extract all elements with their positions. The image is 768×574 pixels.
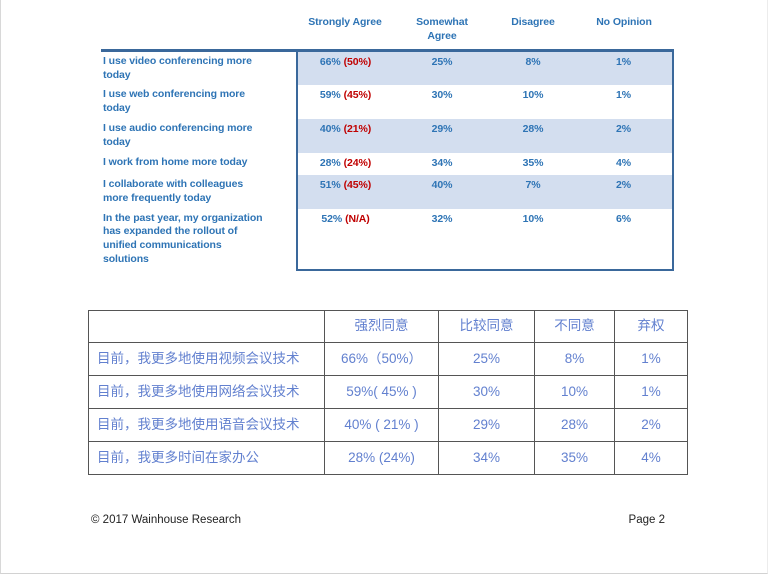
value-cell-no-opinion: 2% xyxy=(614,408,688,442)
question-cell: I collaborate with colleagues more frequ… xyxy=(101,174,297,209)
value-cell-strongly-agree: 59%( 45% ) xyxy=(324,375,439,409)
value-cell-disagree: 7% xyxy=(491,174,575,209)
value-prior: (50%) xyxy=(343,55,372,68)
value-current: 59% xyxy=(319,89,341,102)
value-cell-disagree: 10% xyxy=(534,375,615,409)
value-cell-no-opinion: 4% xyxy=(614,441,688,475)
question-cell: 目前，我更多地使用视频会议技术 xyxy=(88,342,325,376)
value-cell-disagree: 8% xyxy=(491,50,575,86)
question-cell: I work from home more today xyxy=(101,152,297,175)
survey-table-chinese: 强烈同意 比较同意 不同意 弃权 目前，我更多地使用视频会议技术 66%（50%… xyxy=(88,310,688,475)
value-cell-no-opinion: 1% xyxy=(575,50,674,86)
table-row: In the past year, my organization has ex… xyxy=(101,208,674,272)
value-cell-somewhat-agree: 30% xyxy=(438,375,535,409)
table-row: 目前，我更多地使用视频会议技术 66%（50%） 25% 8% 1% xyxy=(88,342,688,376)
value-cell-strongly-agree: 40% ( 21% ) xyxy=(324,408,439,442)
value-current: 51% xyxy=(319,178,341,191)
value-cell-disagree: 35% xyxy=(522,156,544,169)
value-cell-disagree: 8% xyxy=(534,342,615,376)
en-header-somewhat-agree: Somewhat Agree xyxy=(393,14,491,52)
value-cell-somewhat-agree: 25% xyxy=(438,342,535,376)
value-cell-strongly-agree: 59% (45%) xyxy=(296,85,393,120)
column-label: Strongly Agree xyxy=(308,16,382,28)
value-prior: (45%) xyxy=(343,89,372,102)
value-prior: (45%) xyxy=(343,178,372,191)
value-prior: (21%) xyxy=(343,123,372,136)
zh-header-strongly-agree: 强烈同意 xyxy=(324,310,439,343)
value-cell-disagree: 10% xyxy=(522,89,544,102)
zh-header-somewhat-agree: 比较同意 xyxy=(438,310,535,343)
en-header-strongly-agree: Strongly Agree xyxy=(297,14,393,52)
value-cell-disagree: 35% xyxy=(534,441,615,475)
value-cell-strongly-agree: 66%（50%） xyxy=(324,342,439,376)
en-header-no-opinion: No Opinion xyxy=(575,14,673,52)
value-cell-no-opinion: 6% xyxy=(575,208,674,272)
value-cell-somewhat-agree: 29% xyxy=(438,408,535,442)
value-current: 40% xyxy=(319,123,341,136)
value-cell-somewhat-agree: 34% xyxy=(438,441,535,475)
table-row: I use audio conferencing more today 40%(… xyxy=(101,119,674,153)
value-current: 28% xyxy=(319,156,341,169)
table-row: 目前，我更多地使用网络会议技术 59%( 45% ) 30% 10% 1% xyxy=(88,375,688,409)
table-row: I use video conferencing more today 66%(… xyxy=(101,50,674,86)
value-cell-no-opinion: 1% xyxy=(614,342,688,376)
value-cell-somewhat-agree: 29% xyxy=(393,119,491,153)
en-header-disagree: Disagree xyxy=(491,14,575,52)
value-cell-strongly-agree: 51% (45%) xyxy=(296,174,393,209)
value-cell-disagree: 28% xyxy=(534,408,615,442)
table-row: 目前，我更多时间在家办公 28% (24%) 34% 35% 4% xyxy=(88,441,688,475)
value-cell-strongly-agree: 52% (N/A) xyxy=(296,208,393,272)
page-number: Page 2 xyxy=(628,514,665,526)
question-cell: 目前，我更多地使用语音会议技术 xyxy=(88,408,325,442)
value-cell-somewhat-agree: 25% xyxy=(393,50,491,86)
column-label: No Opinion xyxy=(596,16,652,28)
value-cell-somewhat-agree: 30% xyxy=(431,89,453,102)
en-header-empty xyxy=(101,14,297,52)
question-cell: 目前，我更多地使用网络会议技术 xyxy=(88,375,325,409)
en-header-row: Strongly Agree Somewhat Agree Disagree N… xyxy=(101,14,673,52)
zh-header-row: 强烈同意 比较同意 不同意 弃权 xyxy=(88,310,688,343)
value-current: 52% xyxy=(321,212,343,225)
survey-table-english: Strongly Agree Somewhat Agree Disagree N… xyxy=(101,14,674,272)
value-cell-strongly-agree: 40% (21%) xyxy=(296,119,393,153)
value-cell-strongly-agree: 66% (50%) xyxy=(296,50,393,86)
table-row: 目前，我更多地使用语音会议技术 40% ( 21% ) 29% 28% 2% xyxy=(88,408,688,442)
value-cell-strongly-agree: 28% (24%) xyxy=(324,441,439,475)
value-cell-no-opinion: 4% xyxy=(575,152,674,175)
value-cell-no-opinion: 2% xyxy=(575,174,674,209)
value-current: 66% xyxy=(319,55,341,68)
value-cell-disagree: 10% xyxy=(491,208,575,272)
value-cell-no-opinion: 1% xyxy=(614,375,688,409)
value-prior: (N/A) xyxy=(345,212,370,225)
question-cell: I use web conferencing more today xyxy=(101,85,297,120)
column-label: Disagree xyxy=(511,16,555,28)
table-row: I use web conferencing more today 59% (45… xyxy=(101,85,674,120)
question-cell: In the past year, my organization has ex… xyxy=(101,208,297,271)
value-cell-somewhat-agree: 32% xyxy=(393,208,491,272)
zh-header-no-opinion: 弃权 xyxy=(614,310,688,343)
table-row: I collaborate with colleagues more frequ… xyxy=(101,174,674,209)
column-label: Somewhat Agree xyxy=(416,16,468,42)
zh-header-disagree: 不同意 xyxy=(534,310,615,343)
question-cell: 目前，我更多时间在家办公 xyxy=(88,441,325,475)
value-cell-no-opinion: 2% xyxy=(575,119,674,153)
value-cell-somewhat-agree: 34% xyxy=(431,156,453,169)
table-row: I work from home more today 28% (24%) 34%… xyxy=(101,152,674,175)
footer-copyright: © 2017 Wainhouse Research xyxy=(91,514,241,526)
value-cell-no-opinion: 1% xyxy=(575,85,674,120)
value-cell-somewhat-agree: 40% xyxy=(393,174,491,209)
zh-header-empty xyxy=(88,310,325,343)
value-prior: (24%) xyxy=(343,156,372,169)
question-cell: I use video conferencing more today xyxy=(101,50,297,86)
question-cell: I use audio conferencing more today xyxy=(101,119,297,153)
value-cell-strongly-agree: 28% (24%) xyxy=(296,152,393,175)
value-cell-disagree: 28% xyxy=(491,119,575,153)
